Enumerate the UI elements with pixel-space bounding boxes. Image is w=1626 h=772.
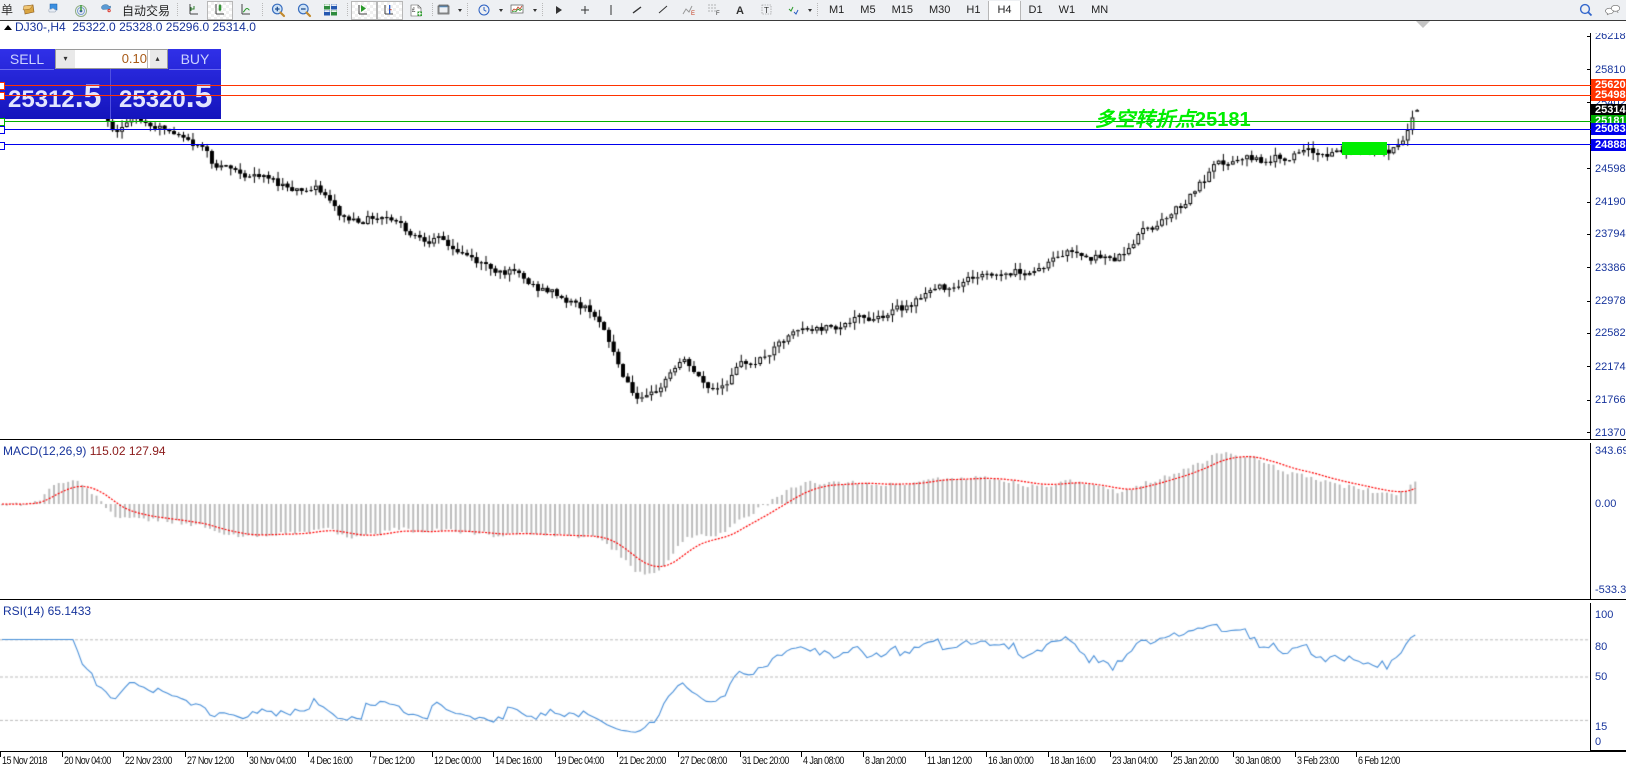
svg-text:E: E: [691, 11, 695, 17]
svg-text:T: T: [764, 6, 769, 15]
svg-text:A: A: [736, 5, 744, 17]
svg-text:单: 单: [1, 3, 13, 17]
svg-text:F: F: [716, 11, 720, 17]
